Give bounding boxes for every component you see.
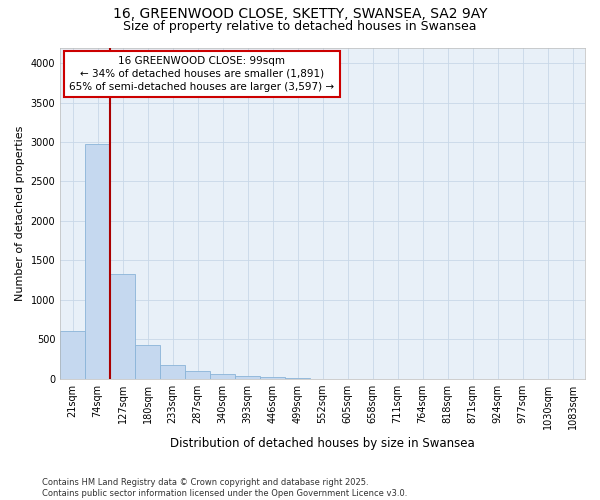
X-axis label: Distribution of detached houses by size in Swansea: Distribution of detached houses by size … — [170, 437, 475, 450]
Bar — [185, 372, 210, 378]
Bar — [110, 274, 135, 378]
Text: Size of property relative to detached houses in Swansea: Size of property relative to detached ho… — [123, 20, 477, 33]
Text: 16, GREENWOOD CLOSE, SKETTY, SWANSEA, SA2 9AY: 16, GREENWOOD CLOSE, SKETTY, SWANSEA, SA… — [113, 8, 487, 22]
Bar — [160, 365, 185, 378]
Bar — [260, 377, 285, 378]
Bar — [235, 376, 260, 378]
Text: Contains HM Land Registry data © Crown copyright and database right 2025.
Contai: Contains HM Land Registry data © Crown c… — [42, 478, 407, 498]
Bar — [60, 332, 85, 378]
Bar — [210, 374, 235, 378]
Bar — [85, 144, 110, 378]
Bar — [135, 344, 160, 378]
Text: 16 GREENWOOD CLOSE: 99sqm
← 34% of detached houses are smaller (1,891)
65% of se: 16 GREENWOOD CLOSE: 99sqm ← 34% of detac… — [70, 56, 334, 92]
Y-axis label: Number of detached properties: Number of detached properties — [15, 126, 25, 300]
